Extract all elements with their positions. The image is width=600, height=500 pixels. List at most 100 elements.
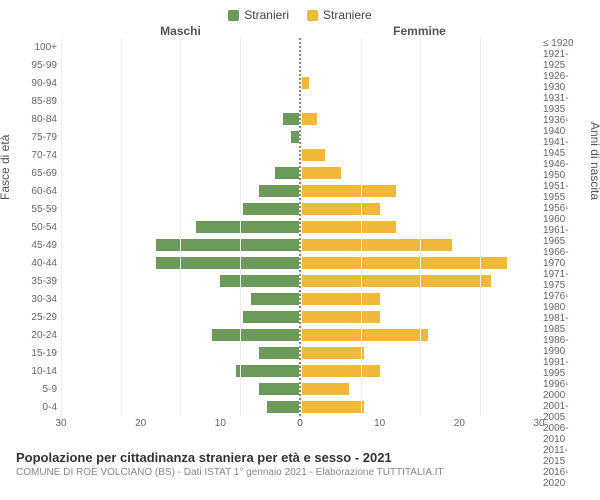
birth-tick: 1956-1960 xyxy=(539,203,584,225)
bars-male xyxy=(61,38,301,416)
bar-row xyxy=(301,290,539,308)
age-tick: 80-84 xyxy=(16,110,61,128)
bars-container xyxy=(61,38,539,416)
bar-row xyxy=(61,236,299,254)
age-tick: 70-74 xyxy=(16,146,61,164)
age-tick: 95-99 xyxy=(16,56,61,74)
bar-row xyxy=(61,290,299,308)
bars-female xyxy=(301,38,539,416)
age-tick: 75-79 xyxy=(16,128,61,146)
legend-item-male: Stranieri xyxy=(228,8,289,22)
bar-male xyxy=(283,113,299,126)
y-axis-label-right: Anni di nascita xyxy=(588,122,600,200)
bar-row xyxy=(61,146,299,164)
bar-row xyxy=(61,362,299,380)
bar-male xyxy=(212,329,299,342)
bar-male xyxy=(236,365,299,378)
legend-item-female: Straniere xyxy=(307,8,372,22)
birth-tick: 1976-1980 xyxy=(539,291,584,313)
bar-female xyxy=(301,329,428,342)
birth-tick: ≤ 1920 xyxy=(539,38,584,49)
legend: Stranieri Straniere xyxy=(16,8,584,22)
bar-female xyxy=(301,257,507,270)
age-tick: 55-59 xyxy=(16,200,61,218)
age-tick: 65-69 xyxy=(16,164,61,182)
bar-row xyxy=(61,110,299,128)
birth-tick: 2001-2005 xyxy=(539,401,584,423)
bar-row xyxy=(61,56,299,74)
bar-row xyxy=(301,164,539,182)
birth-tick: 2016-2020 xyxy=(539,467,584,489)
bar-row xyxy=(61,272,299,290)
birth-tick: 1941-1945 xyxy=(539,137,584,159)
legend-label-female: Straniere xyxy=(323,8,372,22)
bar-male xyxy=(243,203,299,216)
legend-swatch-male xyxy=(228,10,239,21)
birth-tick: 1966-1970 xyxy=(539,247,584,269)
bar-row xyxy=(301,344,539,362)
age-tick: 60-64 xyxy=(16,182,61,200)
bar-male xyxy=(259,185,299,198)
bar-male xyxy=(291,131,299,144)
bar-row xyxy=(61,380,299,398)
bar-row xyxy=(301,218,539,236)
x-tick: 20 xyxy=(135,418,146,429)
bar-row xyxy=(61,128,299,146)
bar-row xyxy=(301,200,539,218)
age-axis: 100+95-9990-9485-8980-8475-7970-7465-696… xyxy=(16,38,61,416)
header-female: Femmine xyxy=(300,24,584,38)
bar-row xyxy=(61,92,299,110)
bar-male xyxy=(156,239,299,252)
bar-row xyxy=(301,398,539,416)
bar-row xyxy=(61,398,299,416)
bar-row xyxy=(301,92,539,110)
bar-row xyxy=(301,254,539,272)
bar-female xyxy=(301,401,364,414)
age-tick: 40-44 xyxy=(16,254,61,272)
age-tick: 5-9 xyxy=(16,380,61,398)
bar-row xyxy=(61,254,299,272)
bar-female xyxy=(301,347,364,360)
bar-row xyxy=(61,344,299,362)
bar-row xyxy=(61,326,299,344)
birth-tick: 1921-1925 xyxy=(539,49,584,71)
birth-tick: 1961-1965 xyxy=(539,225,584,247)
bar-row xyxy=(61,74,299,92)
age-tick: 50-54 xyxy=(16,218,61,236)
x-ticks-right: 0102030 xyxy=(300,418,539,432)
bar-row xyxy=(301,74,539,92)
age-tick: 45-49 xyxy=(16,236,61,254)
bar-female xyxy=(301,185,396,198)
legend-label-male: Stranieri xyxy=(244,8,289,22)
chart-subtitle: COMUNE DI ROÈ VOLCIANO (BS) - Dati ISTAT… xyxy=(16,467,584,478)
age-tick: 85-89 xyxy=(16,92,61,110)
birth-tick: 1946-1950 xyxy=(539,159,584,181)
bar-male xyxy=(220,275,299,288)
age-tick: 100+ xyxy=(16,38,61,56)
bar-row xyxy=(301,110,539,128)
birth-tick: 1986-1990 xyxy=(539,335,584,357)
birth-tick: 1951-1955 xyxy=(539,181,584,203)
bar-row xyxy=(61,38,299,56)
x-ticks-left: 0102030 xyxy=(61,418,300,432)
bar-male xyxy=(243,311,299,324)
age-tick: 90-94 xyxy=(16,74,61,92)
birth-tick: 1996-2000 xyxy=(539,379,584,401)
bar-row xyxy=(301,128,539,146)
bar-female xyxy=(301,167,341,180)
x-tick: 0 xyxy=(297,418,303,429)
bar-female xyxy=(301,239,452,252)
bar-row xyxy=(301,38,539,56)
birth-tick: 1931-1935 xyxy=(539,93,584,115)
bar-female xyxy=(301,365,380,378)
x-tick: 10 xyxy=(215,418,226,429)
bar-row xyxy=(61,164,299,182)
chart-footer: Popolazione per cittadinanza straniera p… xyxy=(16,450,584,478)
x-tick: 10 xyxy=(374,418,385,429)
bar-male xyxy=(156,257,299,270)
age-tick: 10-14 xyxy=(16,362,61,380)
birth-tick: 2006-2010 xyxy=(539,423,584,445)
birth-tick: 1971-1975 xyxy=(539,269,584,291)
bar-female xyxy=(301,275,491,288)
bar-female xyxy=(301,77,309,90)
